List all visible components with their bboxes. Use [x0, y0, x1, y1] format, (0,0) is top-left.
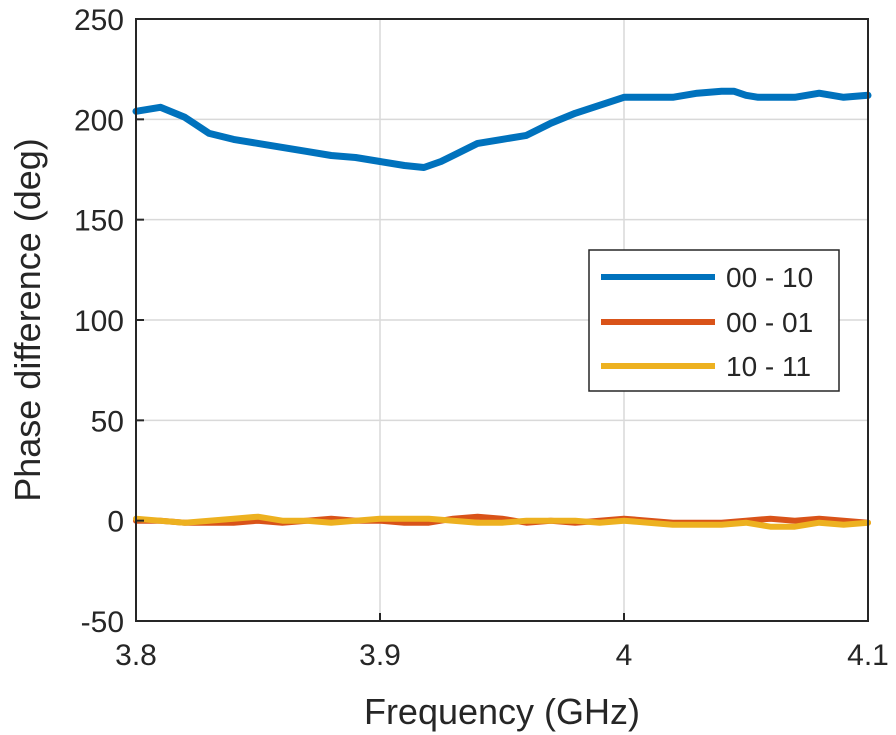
x-tick-label: 3.8	[115, 639, 157, 672]
x-tick-label: 4	[616, 639, 633, 672]
legend-label-10-11: 10 - 11	[726, 351, 811, 382]
y-tick-labels: -50 0 50 100 150 200 250	[74, 4, 144, 639]
legend: 00 - 10 00 - 01 10 - 11	[588, 249, 840, 392]
y-tick-label: -50	[81, 606, 124, 639]
y-tick-label: 0	[107, 506, 124, 539]
x-axis-label: Frequency (GHz)	[364, 691, 640, 732]
y-tick-label: 200	[74, 104, 124, 137]
series-line-00-10	[132, 87, 872, 171]
x-tick-label: 3.9	[359, 639, 401, 672]
y-tick-label: 250	[74, 4, 124, 37]
series-line-10-11	[133, 513, 871, 530]
x-tick-label: 4.1	[847, 639, 889, 672]
legend-label-00-10: 00 - 10	[726, 262, 813, 293]
series-layer	[132, 87, 872, 530]
y-tick-label: 50	[91, 405, 124, 438]
x-tick-labels: 3.8 3.9 4 4.1	[115, 613, 889, 672]
legend-label-00-01: 00 - 01	[726, 307, 813, 338]
y-tick-label: 100	[74, 305, 124, 338]
y-tick-label: 150	[74, 205, 124, 238]
y-axis-label: Phase difference (deg)	[7, 138, 48, 502]
